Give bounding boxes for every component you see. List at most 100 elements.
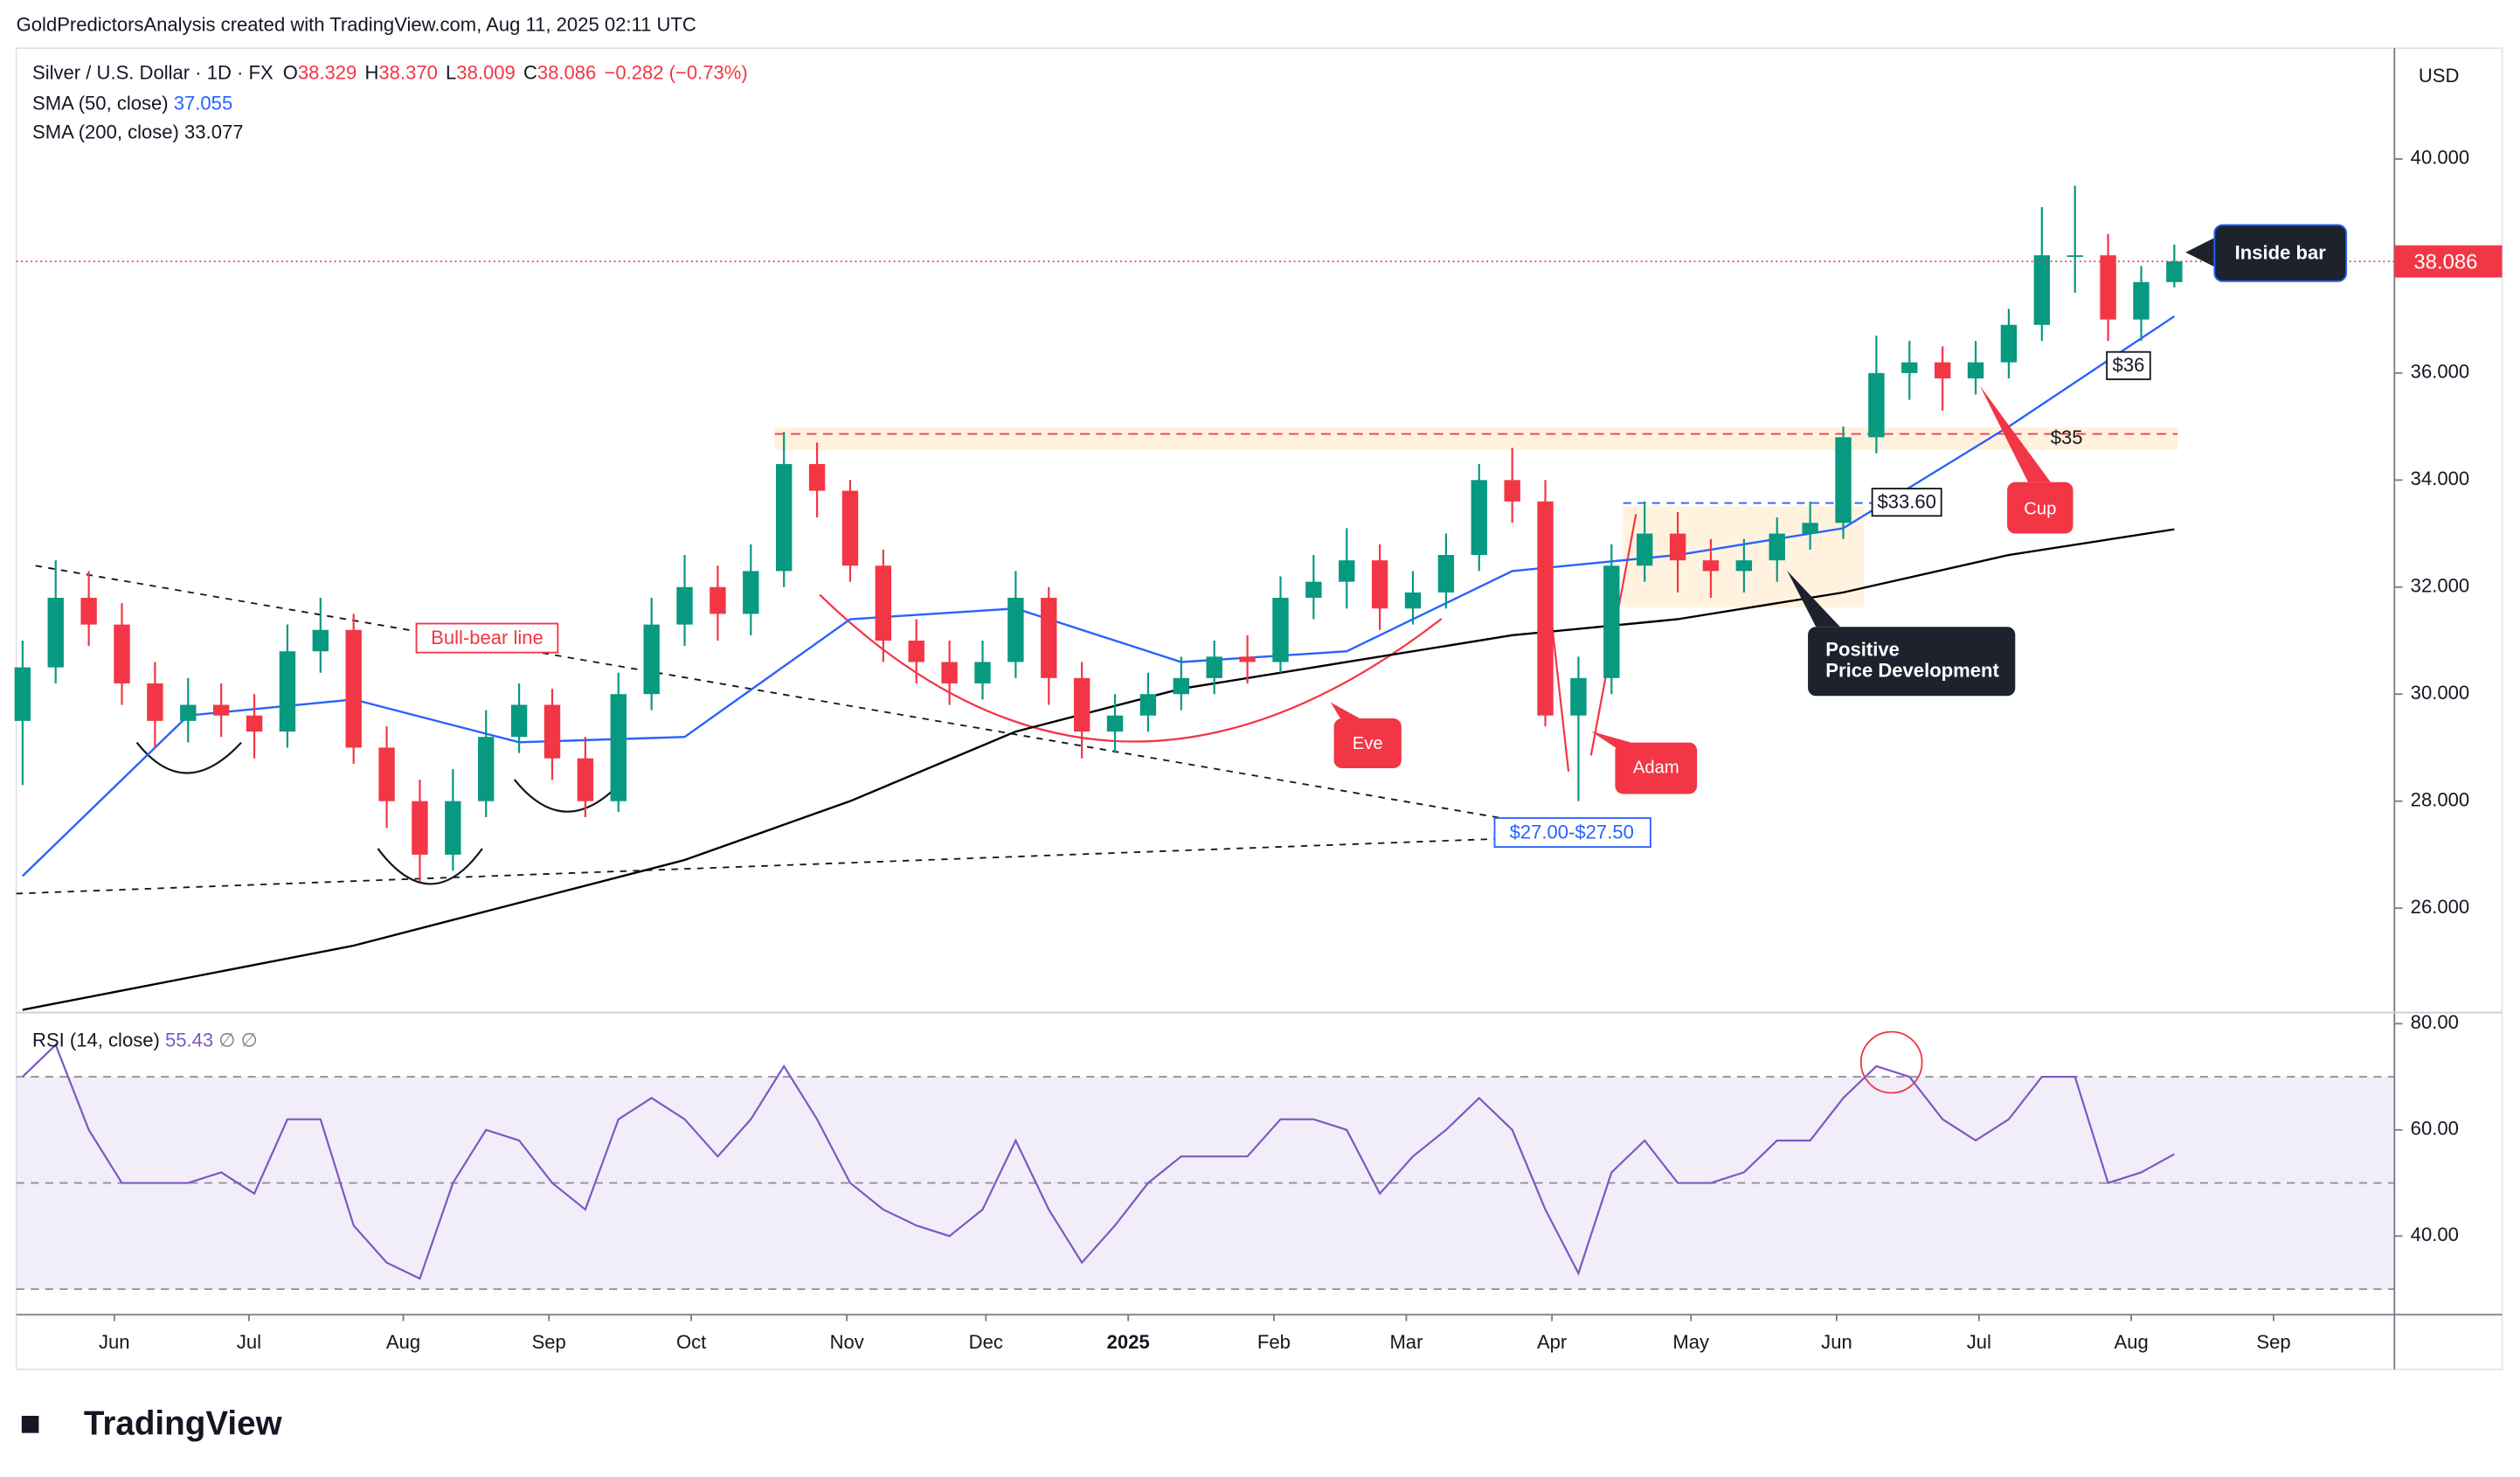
- marks: [14, 185, 2395, 1291]
- x-tick-label: Aug: [2115, 1331, 2149, 1353]
- candle-body: [1073, 677, 1090, 732]
- inside-bar-pointer: [2185, 238, 2215, 267]
- candle-body: [776, 463, 793, 572]
- candle-body: [2033, 255, 2051, 325]
- x-tick-label: Apr: [1537, 1331, 1567, 1353]
- y-tick-label: 40.000: [2411, 147, 2469, 169]
- support-trendline: [16, 838, 1495, 895]
- candle-body: [1139, 694, 1157, 716]
- ohlc-key: H: [365, 61, 379, 83]
- candle-body: [47, 598, 64, 668]
- candle-body: [710, 586, 726, 614]
- x-tick-label: Jul: [1967, 1331, 1991, 1353]
- candle-body: [743, 571, 759, 614]
- candle-body: [1239, 656, 1256, 662]
- rsi-extra: ∅ ∅: [218, 1029, 258, 1051]
- candle-body: [676, 586, 693, 625]
- candle-body: [312, 629, 329, 652]
- candle-body: [577, 758, 594, 801]
- candle-body: [1835, 437, 1852, 524]
- sma-value: 33.077: [184, 121, 243, 142]
- y-tick-label: 30.000: [2411, 682, 2469, 704]
- positive-pointer: [1787, 570, 1840, 628]
- x-tick-label: Mar: [1389, 1331, 1423, 1353]
- candle-body: [1404, 592, 1422, 609]
- adam-box: [1615, 742, 1698, 794]
- sma-name: SMA (200, close): [32, 121, 179, 142]
- rsi-value: 55.43: [165, 1029, 213, 1051]
- positive-label: Positive: [1825, 639, 1900, 661]
- support-label: $27.00-$27.50: [1510, 821, 1634, 843]
- candle-body: [412, 801, 428, 855]
- candle-body: [1007, 598, 1024, 662]
- brand-logo: ■: [19, 1403, 40, 1443]
- cup-box: [2007, 482, 2073, 534]
- candle-body: [1537, 501, 1554, 716]
- last-price-label: 38.086: [2413, 250, 2477, 274]
- y-tick-label: 26.000: [2411, 896, 2469, 918]
- bull-bear-trendline: [35, 565, 1512, 821]
- positive-label: Price Development: [1825, 660, 1999, 682]
- sma-legend: SMA (200, close) 33.077: [32, 121, 243, 142]
- y-tick-label: 32.000: [2411, 575, 2469, 597]
- cup-pointer: [1979, 385, 2051, 482]
- rsi-tick-label: 80.00: [2411, 1011, 2459, 1033]
- x-tick-label: Aug: [386, 1331, 420, 1353]
- eve-box: [1333, 718, 1402, 769]
- x-tick-label: 2025: [1107, 1331, 1150, 1353]
- candle-body: [212, 704, 230, 716]
- x-tick-label: Jul: [237, 1331, 261, 1353]
- candle-body: [279, 651, 296, 732]
- y-tick-label: 36.000: [2411, 361, 2469, 383]
- candle-body: [1769, 533, 1785, 561]
- cup-label: Cup: [2024, 499, 2056, 518]
- y-tick-label: 28.000: [2411, 789, 2469, 811]
- eve-pointer: [1330, 702, 1360, 719]
- candle-body: [1041, 598, 1057, 678]
- eve-label: Eve: [1353, 734, 1383, 753]
- candle-body: [147, 683, 163, 721]
- bull-bear-box: [415, 622, 559, 654]
- candle-body: [1603, 565, 1620, 678]
- candle-body: [610, 694, 627, 801]
- support-box: [1493, 817, 1651, 849]
- candle-body: [2133, 281, 2150, 320]
- symbol: Silver / U.S. Dollar · 1D · FX: [32, 61, 273, 83]
- candle-body: [345, 629, 362, 748]
- candle-body: [1371, 560, 1388, 609]
- symbol-header: Silver / U.S. Dollar · 1D · FX O38.329 H38…: [32, 61, 748, 83]
- adam-lines: [1538, 514, 1637, 772]
- candle-body: [1339, 560, 1355, 582]
- candle-body: [180, 704, 197, 721]
- bull-bear-label: Bull-bear line: [431, 627, 543, 648]
- candle-body: [510, 704, 528, 738]
- candle-body: [808, 463, 826, 491]
- rsi-line: [22, 1043, 2175, 1280]
- positive-box: [1808, 627, 2016, 697]
- inside-bar-label: Inside bar: [2235, 241, 2327, 263]
- level-36-box: [2106, 350, 2151, 380]
- brand: TradingView: [84, 1404, 283, 1442]
- ohlc-key: C: [523, 61, 537, 83]
- candle-body: [2100, 255, 2116, 320]
- candle-body: [1570, 677, 1587, 716]
- currency-label: USD: [2419, 65, 2460, 87]
- x-tick-label: Sep: [532, 1331, 566, 1353]
- change: −0.282 (−0.73%): [605, 61, 748, 83]
- candle-body: [246, 715, 263, 732]
- ohlc-value: 38.086: [537, 61, 596, 83]
- credit: GoldPredictorsAnalysis created with Trad…: [17, 13, 696, 35]
- rsi-legend: RSI (14, close) 55.43 ∅ ∅: [32, 1029, 258, 1051]
- candle-body: [1934, 362, 1951, 378]
- resistance-zone: [774, 427, 2178, 450]
- ohlc-key: L: [446, 61, 456, 83]
- candle-body: [445, 801, 461, 855]
- ohlc-value: 38.329: [298, 61, 357, 83]
- candle-body: [1173, 677, 1190, 695]
- sma-value: 37.055: [174, 92, 232, 114]
- x-tick-label: Jun: [99, 1331, 130, 1353]
- candle-body: [1106, 715, 1124, 732]
- candle-body: [1504, 480, 1520, 502]
